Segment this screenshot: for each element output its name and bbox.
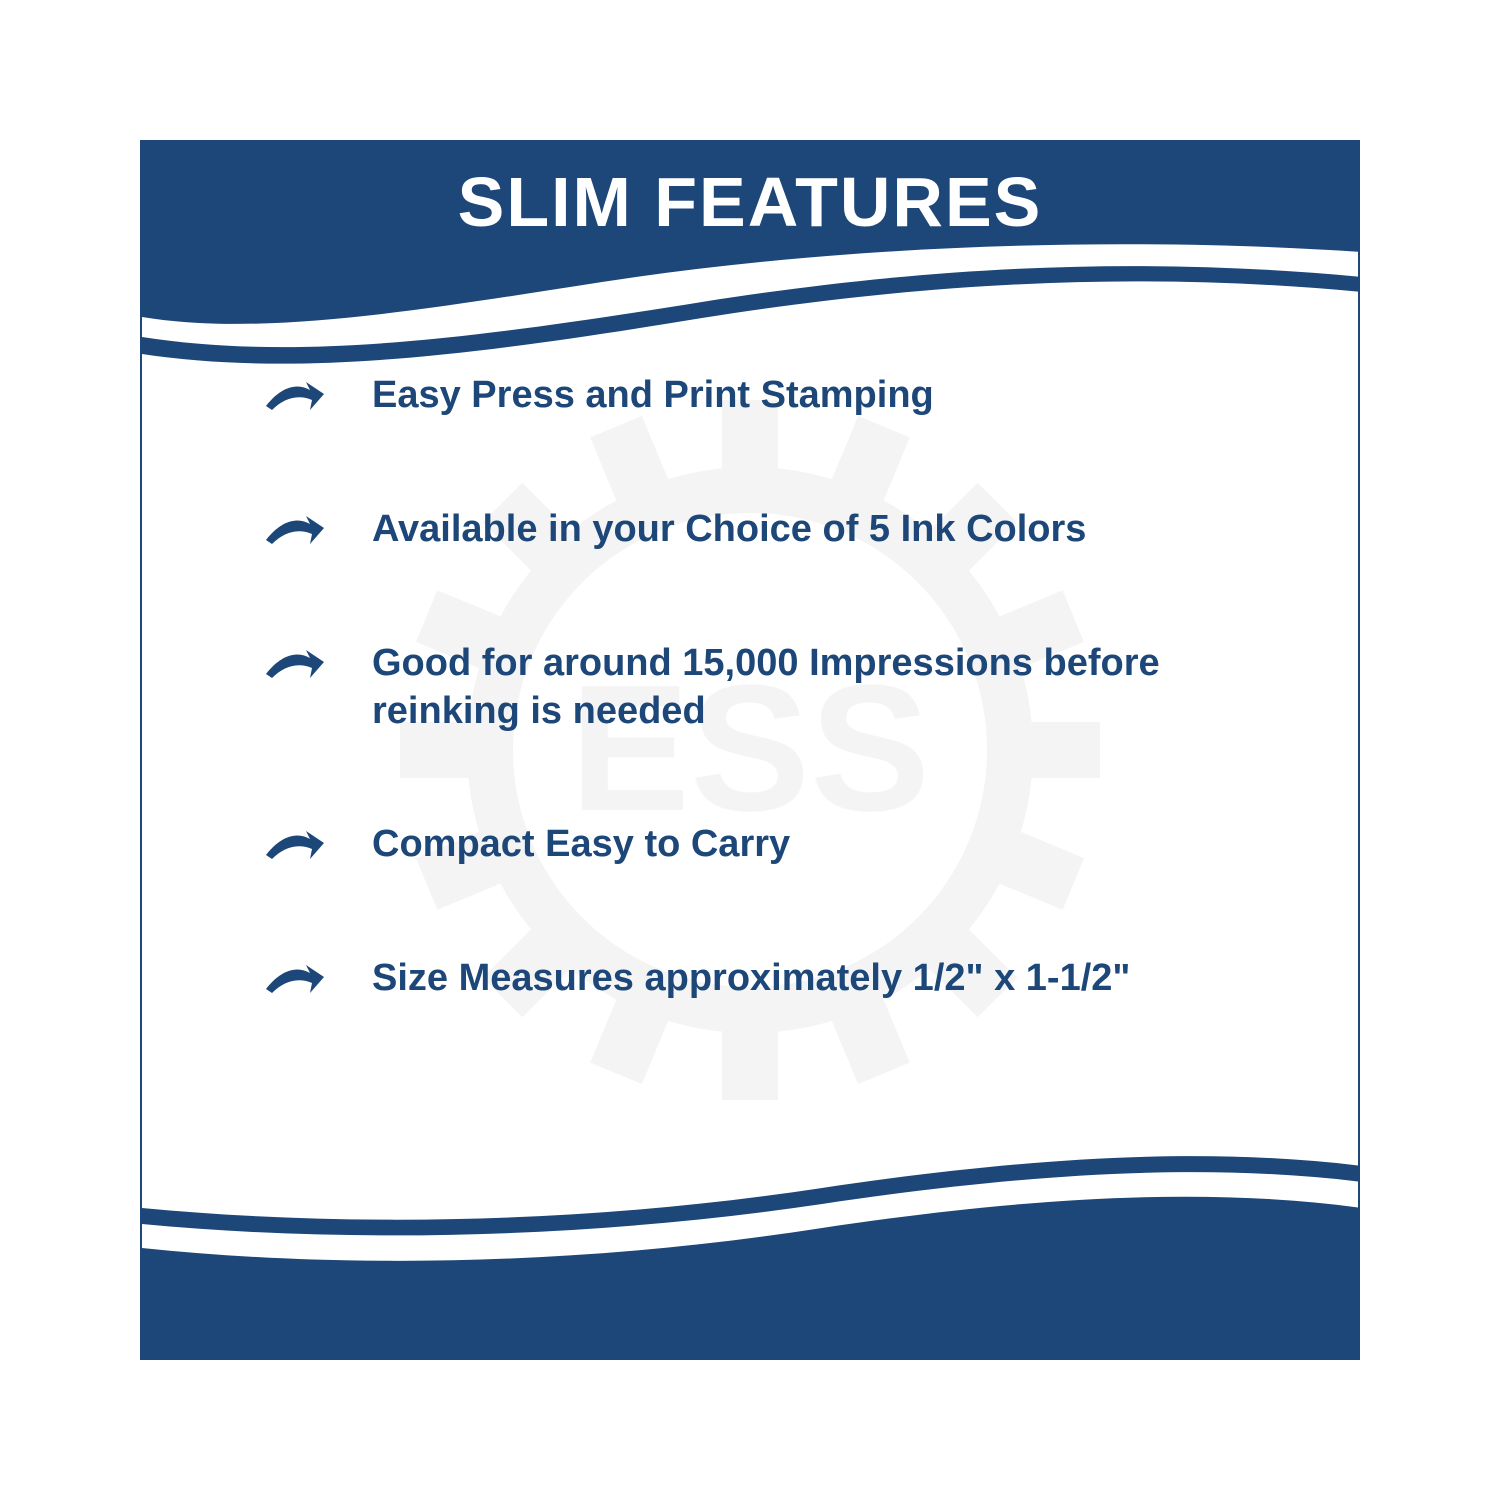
page-title: SLIM FEATURES	[142, 162, 1358, 242]
features-list: Easy Press and Print Stamping Available …	[262, 372, 1278, 1089]
infographic-frame: SLIM FEATURES	[140, 140, 1360, 1360]
arrow-icon	[262, 825, 326, 869]
feature-item: Compact Easy to Carry	[262, 821, 1278, 869]
feature-text: Good for around 15,000 Impressions befor…	[372, 640, 1278, 735]
arrow-icon	[262, 510, 326, 554]
arrow-icon	[262, 644, 326, 688]
feature-text: Easy Press and Print Stamping	[372, 372, 934, 420]
feature-item: Size Measures approximately 1/2" x 1-1/2…	[262, 955, 1278, 1003]
feature-text: Available in your Choice of 5 Ink Colors	[372, 506, 1086, 554]
arrow-icon	[262, 959, 326, 1003]
feature-item: Easy Press and Print Stamping	[262, 372, 1278, 420]
footer-wave	[142, 1138, 1358, 1358]
feature-text: Size Measures approximately 1/2" x 1-1/2…	[372, 955, 1130, 1003]
feature-item: Available in your Choice of 5 Ink Colors	[262, 506, 1278, 554]
arrow-icon	[262, 376, 326, 420]
feature-text: Compact Easy to Carry	[372, 821, 790, 869]
feature-item: Good for around 15,000 Impressions befor…	[262, 640, 1278, 735]
